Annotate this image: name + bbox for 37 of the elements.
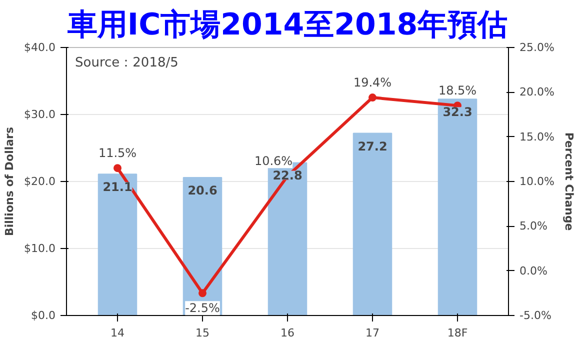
y2-tick-label: 0.0% bbox=[520, 264, 548, 278]
y-tick-label: $0.0 bbox=[31, 309, 56, 322]
data-label: 32.3 bbox=[442, 105, 472, 120]
data-label: 10.6% bbox=[254, 154, 293, 168]
point bbox=[198, 289, 206, 298]
point bbox=[114, 164, 122, 172]
bar bbox=[438, 98, 478, 316]
bar bbox=[98, 174, 138, 316]
data-label: 21.1 bbox=[102, 180, 132, 194]
y2-tick-label: 5.0% bbox=[520, 220, 548, 233]
y-tick-label: $40.0 bbox=[24, 41, 56, 54]
data-label: 27.2 bbox=[358, 139, 388, 154]
y2-axis-title: Percent Change bbox=[562, 132, 576, 231]
data-label: 18.5% bbox=[438, 84, 477, 98]
y-tick-label: $20.0 bbox=[24, 175, 56, 188]
y-tick-label: $10.0 bbox=[24, 242, 56, 255]
data-label: 22.8 bbox=[272, 168, 302, 183]
data-label: 19.4% bbox=[353, 76, 392, 90]
bar bbox=[352, 132, 392, 316]
data-label: 11.5% bbox=[98, 146, 137, 160]
x-tick-label: 16 bbox=[280, 326, 294, 340]
y-axis-title: Billions of Dollars bbox=[3, 126, 16, 236]
chart-title: 車用IC市場2014至2018年預估 bbox=[66, 8, 508, 42]
data-label: -2.5% bbox=[185, 301, 220, 316]
x-tick-label: 15 bbox=[196, 326, 210, 340]
y2-tick-label: 20.0% bbox=[520, 86, 554, 99]
y2-tick-label: -5.0% bbox=[520, 309, 552, 322]
y-tick-label: $30.0 bbox=[24, 108, 56, 121]
annotation: Source：2018/5 bbox=[75, 56, 178, 70]
x-tick-label: 18F bbox=[447, 326, 468, 340]
x-tick-label: 14 bbox=[110, 326, 124, 340]
y2-tick-label: 15.0% bbox=[520, 130, 554, 144]
y2-tick-label: 25.0% bbox=[520, 41, 554, 54]
point bbox=[368, 94, 376, 102]
x-tick-label: 17 bbox=[366, 326, 380, 340]
y2-tick-label: 10.0% bbox=[520, 175, 554, 188]
data-label: 20.6 bbox=[188, 183, 218, 198]
